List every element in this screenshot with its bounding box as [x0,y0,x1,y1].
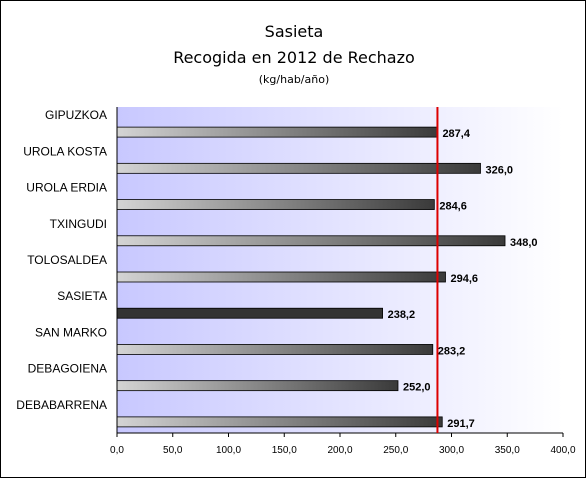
chart-title: Sasieta [265,22,324,41]
x-tick-label: 250,0 [383,445,408,456]
value-label-txingudi: 348,0 [510,237,538,249]
bar-urola-erdia [116,199,435,210]
plot-area [117,107,563,433]
value-label-urola-erdia: 284,6 [439,201,467,213]
labels-group: GIPUZKOA 287,4 UROLA KOSTA 326,0 UROLA ERDIA… [16,108,537,430]
value-label-san-marko: 283,2 [438,345,466,357]
chart-subtitle: Recogida en 2012 de Rechazo [173,48,415,67]
category-label-san-marko: SAN MARKO [35,325,107,339]
value-label-gipuzkoa: 287,4 [442,128,470,140]
category-label-txingudi: TXINGUDI [50,217,107,231]
value-label-urola-kosta: 326,0 [485,164,513,176]
x-tick-label: 300,0 [439,445,464,456]
x-axis-ticks: 0,0 50,0 100,0 150,0 200,0 250,0 300,0 350,0 400… [110,433,576,456]
x-tick-label: 0,0 [110,445,124,456]
x-tick-label: 100,0 [216,445,241,456]
category-label-sasieta: SASIETA [57,289,107,303]
x-tick-label: 350,0 [495,445,520,456]
category-label-urola-erdia: UROLA ERDIA [26,181,107,195]
bar-urola-kosta [116,162,481,174]
value-label-debabarrena: 291,7 [447,418,475,430]
bar-san-marko [116,344,434,355]
category-label-debagoiena: DEBAGOIENA [28,362,107,376]
bar-debabarrena [116,416,443,428]
x-tick-label: 150,0 [272,445,297,456]
value-label-tolosaldea: 294,6 [450,273,478,285]
x-tick-label: 200,0 [327,445,352,456]
category-label-debabarrena: DEBABARRENA [16,398,107,412]
category-label-urola-kosta: UROLA KOSTA [23,144,107,158]
bar-gipuzkoa [116,126,438,138]
category-label-tolosaldea: TOLOSALDEA [27,253,107,267]
unit-label: (kg/hab/año) [259,73,330,86]
bar-txingudi [116,235,506,247]
bar-debagoiena [116,380,399,392]
x-tick-label: 50,0 [163,445,183,456]
bar-sasieta [116,307,383,319]
bar-tolosaldea [116,271,446,283]
value-label-sasieta: 238,2 [388,309,416,321]
value-label-debagoiena: 252,0 [403,382,431,394]
x-tick-label: 400,0 [550,445,575,456]
category-label-gipuzkoa: GIPUZKOA [45,108,107,122]
